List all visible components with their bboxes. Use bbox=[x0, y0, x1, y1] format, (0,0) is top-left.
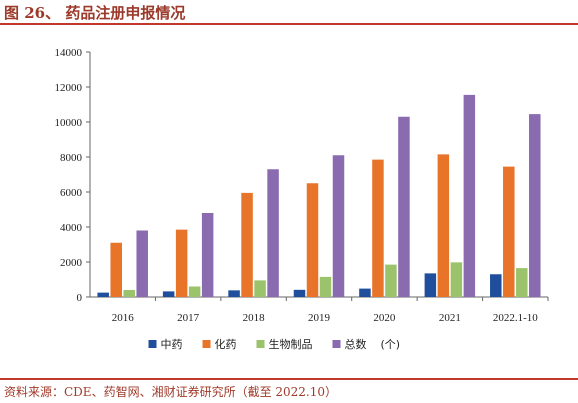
bar-1-2 bbox=[241, 192, 253, 297]
legend-label-2: 生物制品 bbox=[269, 337, 313, 351]
source-rule bbox=[0, 378, 578, 380]
bar-1-4 bbox=[372, 159, 384, 297]
x-tick-label: 2018 bbox=[243, 312, 266, 324]
bar-1-3 bbox=[306, 183, 319, 297]
bar-2-1 bbox=[188, 286, 201, 297]
y-tick-labels: 0 2000 4000 6000 8000 10000 12000 14000 bbox=[55, 47, 83, 304]
legend-swatch-1 bbox=[202, 340, 211, 348]
legend-unit: (个) bbox=[381, 338, 401, 351]
bar-2-6 bbox=[516, 268, 528, 297]
bar-3-3 bbox=[332, 155, 345, 297]
y-tick-label: 10000 bbox=[55, 117, 83, 129]
bar-2-0 bbox=[123, 290, 135, 297]
bar-0-5 bbox=[424, 273, 437, 297]
source-note: 资料来源：CDE、药智网、湘财证券研究所（截至 2022.10） bbox=[4, 385, 338, 399]
bar-3-6 bbox=[529, 114, 541, 297]
y-tick-label: 0 bbox=[77, 292, 83, 304]
bar-1-1 bbox=[175, 229, 188, 297]
bar-1-6 bbox=[503, 166, 515, 297]
y-tick-label: 6000 bbox=[60, 187, 83, 199]
y-tick-label: 2000 bbox=[60, 257, 83, 269]
bar-2-3 bbox=[319, 276, 332, 297]
legend-label-0: 中药 bbox=[161, 338, 183, 351]
x-tick-label: 2019 bbox=[308, 312, 331, 324]
y-tick-label: 14000 bbox=[55, 47, 83, 59]
chart-legend: 中药 化药 生物制品 总数 (个) bbox=[148, 337, 401, 351]
bar-3-5 bbox=[463, 94, 476, 297]
chart-bars bbox=[97, 94, 541, 297]
x-tick-label: 2022.1-10 bbox=[493, 312, 538, 324]
figure-title: 图 26、 药品注册申报情况 bbox=[4, 4, 186, 22]
y-tick-label: 4000 bbox=[60, 222, 83, 234]
y-tick-label: 8000 bbox=[60, 152, 83, 164]
bar-0-1 bbox=[162, 291, 175, 297]
bar-2-5 bbox=[450, 262, 463, 297]
y-tick-label: 12000 bbox=[55, 82, 83, 94]
legend-swatch-3 bbox=[332, 340, 341, 348]
title-rule bbox=[0, 23, 578, 25]
bar-1-5 bbox=[437, 154, 450, 297]
bar-3-1 bbox=[201, 213, 214, 297]
bar-0-0 bbox=[97, 292, 109, 297]
x-tick-label: 2017 bbox=[177, 312, 200, 324]
legend-label-1: 化药 bbox=[215, 337, 237, 351]
legend-swatch-0 bbox=[148, 340, 157, 348]
legend-swatch-2 bbox=[256, 340, 265, 348]
x-tick-label: 2020 bbox=[373, 312, 396, 324]
bar-0-2 bbox=[228, 290, 240, 297]
bar-0-3 bbox=[293, 289, 306, 297]
x-tick-label: 2016 bbox=[112, 312, 135, 324]
bar-2-2 bbox=[254, 280, 266, 297]
bar-3-2 bbox=[267, 169, 279, 297]
bar-2-4 bbox=[385, 264, 397, 297]
x-tick-labels: 2016 2017 2018 2019 2020 2021 2022.1-10 bbox=[112, 312, 539, 324]
bar-0-6 bbox=[490, 274, 502, 297]
legend-label-3: 总数 bbox=[345, 337, 367, 351]
bar-3-4 bbox=[398, 116, 410, 297]
bar-3-0 bbox=[136, 230, 148, 297]
bar-1-0 bbox=[110, 242, 122, 297]
x-tick-label: 2021 bbox=[439, 312, 461, 324]
bar-0-4 bbox=[359, 288, 371, 297]
